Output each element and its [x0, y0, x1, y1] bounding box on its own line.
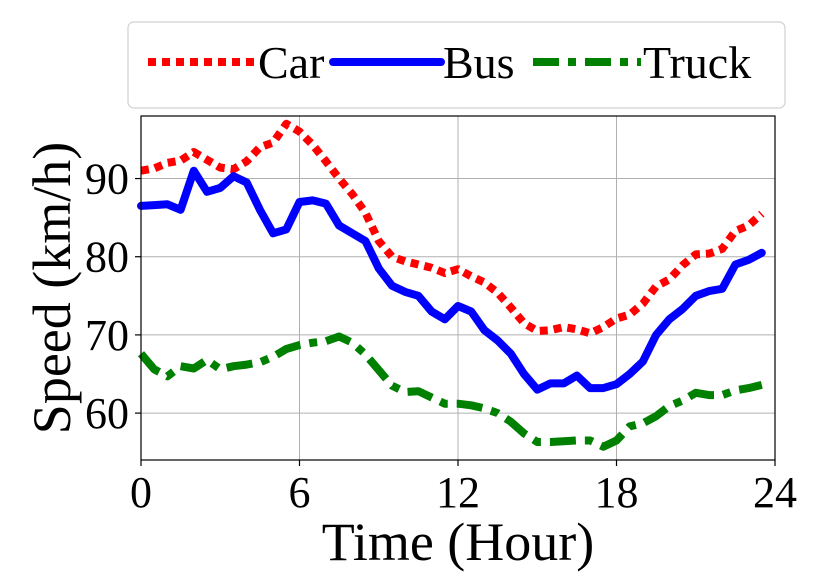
legend-label-car: Car: [258, 37, 324, 88]
legend-box: [127, 21, 786, 109]
y-tick-label: 70: [85, 311, 129, 360]
y-tick-label: 80: [85, 233, 129, 282]
x-tick-label: 12: [436, 468, 480, 517]
axis-ticks: 0 6 12 18 24 60 70 80 90: [85, 155, 797, 517]
series-line-bus: [137, 166, 766, 394]
x-tick-label: 6: [289, 468, 311, 517]
y-tick-label: 60: [85, 389, 129, 438]
y-tick-label: 90: [85, 155, 129, 204]
legend-label-bus: Bus: [443, 37, 515, 88]
series-lines: [137, 119, 766, 451]
series-line-car: [140, 119, 765, 338]
legend: Car Bus Truck: [127, 21, 786, 109]
x-tick-label: 24: [753, 468, 797, 517]
x-tick-label: 18: [595, 468, 639, 517]
y-axis-label: Speed (km/h): [22, 142, 82, 434]
series-line-truck: [137, 332, 763, 451]
x-tick-label: 0: [130, 468, 152, 517]
legend-label-truck: Truck: [643, 37, 751, 88]
x-axis-label: Time (Hour): [322, 512, 595, 572]
